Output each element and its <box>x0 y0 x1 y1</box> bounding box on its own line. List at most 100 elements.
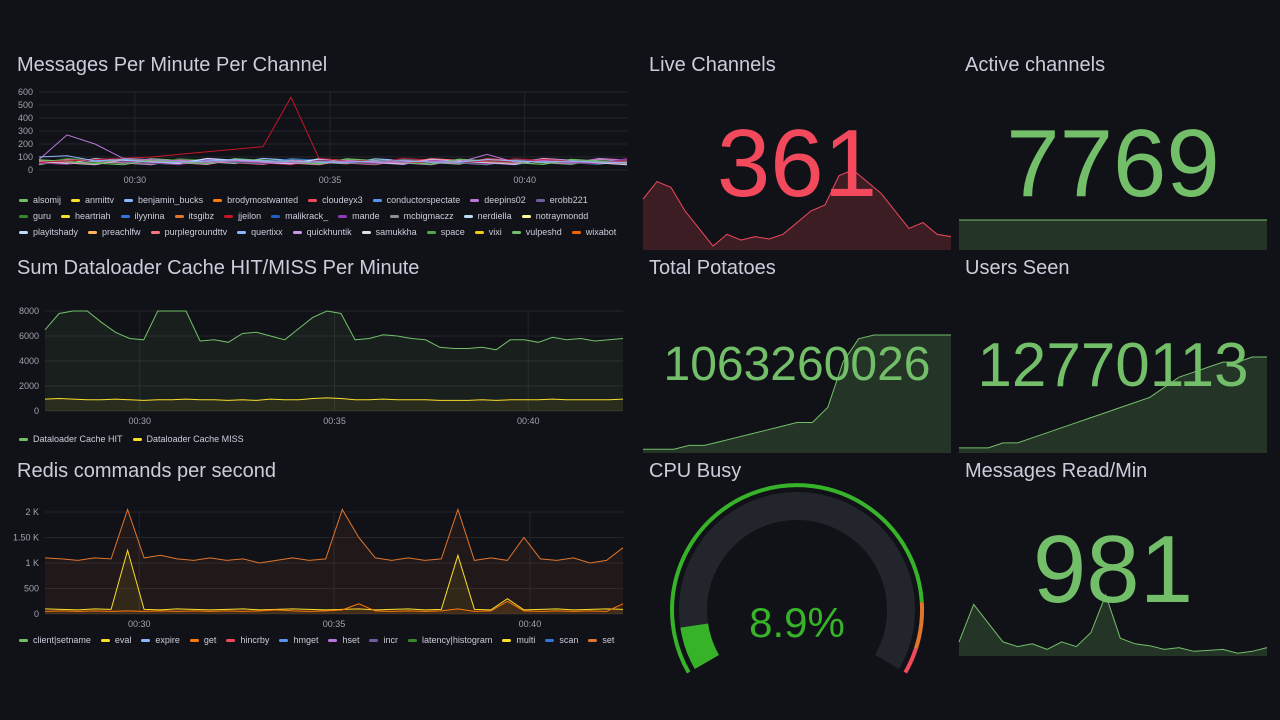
gauge-threshold-orange <box>913 602 925 650</box>
panel-title: Redis commands per second <box>17 460 277 482</box>
legend-label: itsgibz <box>188 211 215 221</box>
legend-label: playitshady <box>33 227 79 237</box>
legend-item[interactable]: deepins02 <box>470 192 526 208</box>
series-area <box>45 601 623 614</box>
legend-swatch <box>279 639 289 643</box>
legend-swatch <box>213 199 223 203</box>
legend-item[interactable]: xgucklе <box>19 240 64 244</box>
y-tick-label: 100 <box>18 152 33 162</box>
legend-label: mcbigmaczz <box>403 211 454 221</box>
y-tick-label: 1.50 K <box>13 533 39 543</box>
legend-item[interactable]: scan <box>545 632 578 648</box>
series-line <box>44 600 624 612</box>
legend-item[interactable]: preachlfw <box>88 224 141 240</box>
legend-swatch <box>502 639 512 643</box>
legend-item[interactable]: purplegroundttv <box>150 224 227 240</box>
y-tick-label: 600 <box>18 87 33 97</box>
legend-swatch <box>19 639 28 643</box>
legend-item[interactable]: wixabot <box>571 224 616 240</box>
series-line <box>38 155 627 163</box>
panel-title: Messages Per Minute Per Channel <box>17 54 328 76</box>
legend-item[interactable]: expire <box>141 632 180 648</box>
messages-per-minute-chart[interactable]: 600 500 400 300 200 100 0 00:30 00:35 00:40 <box>17 54 629 185</box>
legend-label: anmittv <box>85 195 115 205</box>
legend-item[interactable]: brodymostwanted <box>213 192 298 208</box>
legend-item[interactable]: samukkha <box>361 224 417 240</box>
legend-item[interactable]: client|setname <box>19 632 91 648</box>
sparkline-area <box>643 169 951 250</box>
legend-item[interactable]: mande <box>338 208 380 224</box>
legend-item[interactable]: conductorspectate <box>372 192 460 208</box>
legend-item[interactable]: heartriah <box>61 208 111 224</box>
legend-item[interactable]: vixi <box>474 224 502 240</box>
panel-cpu-busy: CPU Busy 8.9% <box>643 460 951 674</box>
legend-item[interactable]: set <box>588 632 614 648</box>
legend-swatch <box>588 639 598 643</box>
legend-swatch <box>141 639 151 643</box>
legend-item[interactable]: incr <box>369 632 398 648</box>
legend-item[interactable]: notraymondd <box>521 208 588 224</box>
legend-item[interactable]: erobb221 <box>535 192 588 208</box>
legend-item[interactable]: space <box>426 224 465 240</box>
legend-item[interactable]: malikrack_ <box>271 208 328 224</box>
legend-item[interactable]: latency|histogram <box>407 632 493 648</box>
legend-item[interactable]: jjeilon <box>224 208 261 224</box>
series-line <box>44 397 624 401</box>
chart-legend: client|setname eval expire get hincrby hmget h… <box>19 632 629 648</box>
legend-item[interactable]: itsgibz <box>174 208 215 224</box>
panel-messages-per-minute: Messages Per Minute Per Channel 600 500 40… <box>17 54 629 244</box>
legend-item[interactable]: mcbigmaczz <box>389 208 454 224</box>
legend-item[interactable]: vulpeshd <box>511 224 562 240</box>
legend-label: set <box>602 635 615 645</box>
legend-label: malikrack_ <box>285 211 329 221</box>
legend-swatch <box>338 215 348 219</box>
legend-swatch <box>571 231 581 235</box>
legend-item[interactable]: benjamin_bucks <box>124 192 203 208</box>
legend-item[interactable]: hset <box>328 632 359 648</box>
legend-label: alsomij <box>33 195 62 205</box>
legend-swatch <box>71 199 81 203</box>
legend-swatch <box>19 438 28 442</box>
dataloader-cache-chart[interactable]: 8000 6000 4000 2000 0 00:30 00:35 00:40 <box>17 257 629 432</box>
legend-item[interactable]: quickhuntik <box>292 224 352 240</box>
legend-item[interactable]: guru <box>19 208 51 224</box>
legend-label: hincrby <box>240 635 270 645</box>
legend-item[interactable]: playitshady <box>19 224 78 240</box>
legend-label: nerdiella <box>477 211 512 221</box>
legend-label: jjeilon <box>238 211 262 221</box>
legend-item[interactable]: quertixx <box>237 224 283 240</box>
legend-item[interactable]: ilyynina <box>120 208 165 224</box>
gauge-value <box>680 623 720 669</box>
panel-total-potatoes: Total Potatoes 1063260026 <box>643 257 951 453</box>
legend-label: latency|histogram <box>421 635 493 645</box>
redis-commands-chart[interactable]: 2 K 1.50 K 1 K 500 0 00:30 00:35 00:40 <box>13 460 629 630</box>
legend-swatch <box>61 215 71 219</box>
legend-swatch <box>328 639 338 643</box>
users-seen-sparkline <box>959 356 1267 453</box>
legend-item[interactable]: multi <box>502 632 535 648</box>
legend-item[interactable]: eval <box>100 632 131 648</box>
panel-title: Users Seen <box>965 257 1070 279</box>
legend-swatch <box>426 231 436 235</box>
panel-messages-read-min: Messages Read/Min 981 <box>958 460 1268 656</box>
legend-item[interactable]: Dataloader Cache MISS <box>132 431 244 447</box>
legend-swatch <box>545 639 555 643</box>
legend-label: vixi <box>488 227 502 237</box>
legend-item[interactable]: cloudeyx3 <box>308 192 363 208</box>
legend-item[interactable]: hmget <box>279 632 318 648</box>
x-tick-label: 00:40 <box>517 416 540 426</box>
legend-label: ilyynina <box>134 211 165 221</box>
gauge-threshold-green <box>670 483 924 674</box>
legend-swatch <box>361 231 371 235</box>
legend-item[interactable]: Dataloader Cache HIT <box>19 431 123 447</box>
legend-item[interactable]: hincrby <box>226 632 269 648</box>
legend-item[interactable]: get <box>189 632 216 648</box>
legend-item[interactable]: nerdiella <box>463 208 512 224</box>
active-channels-sparkline <box>959 219 1267 250</box>
x-tick-label: 00:40 <box>513 175 536 185</box>
legend-item[interactable]: anmittv <box>71 192 114 208</box>
live-channels-value: 361 <box>716 110 878 217</box>
legend-swatch <box>100 639 110 643</box>
legend-item[interactable]: alsomij <box>19 192 61 208</box>
legend-item[interactable]: xqc <box>74 240 102 244</box>
